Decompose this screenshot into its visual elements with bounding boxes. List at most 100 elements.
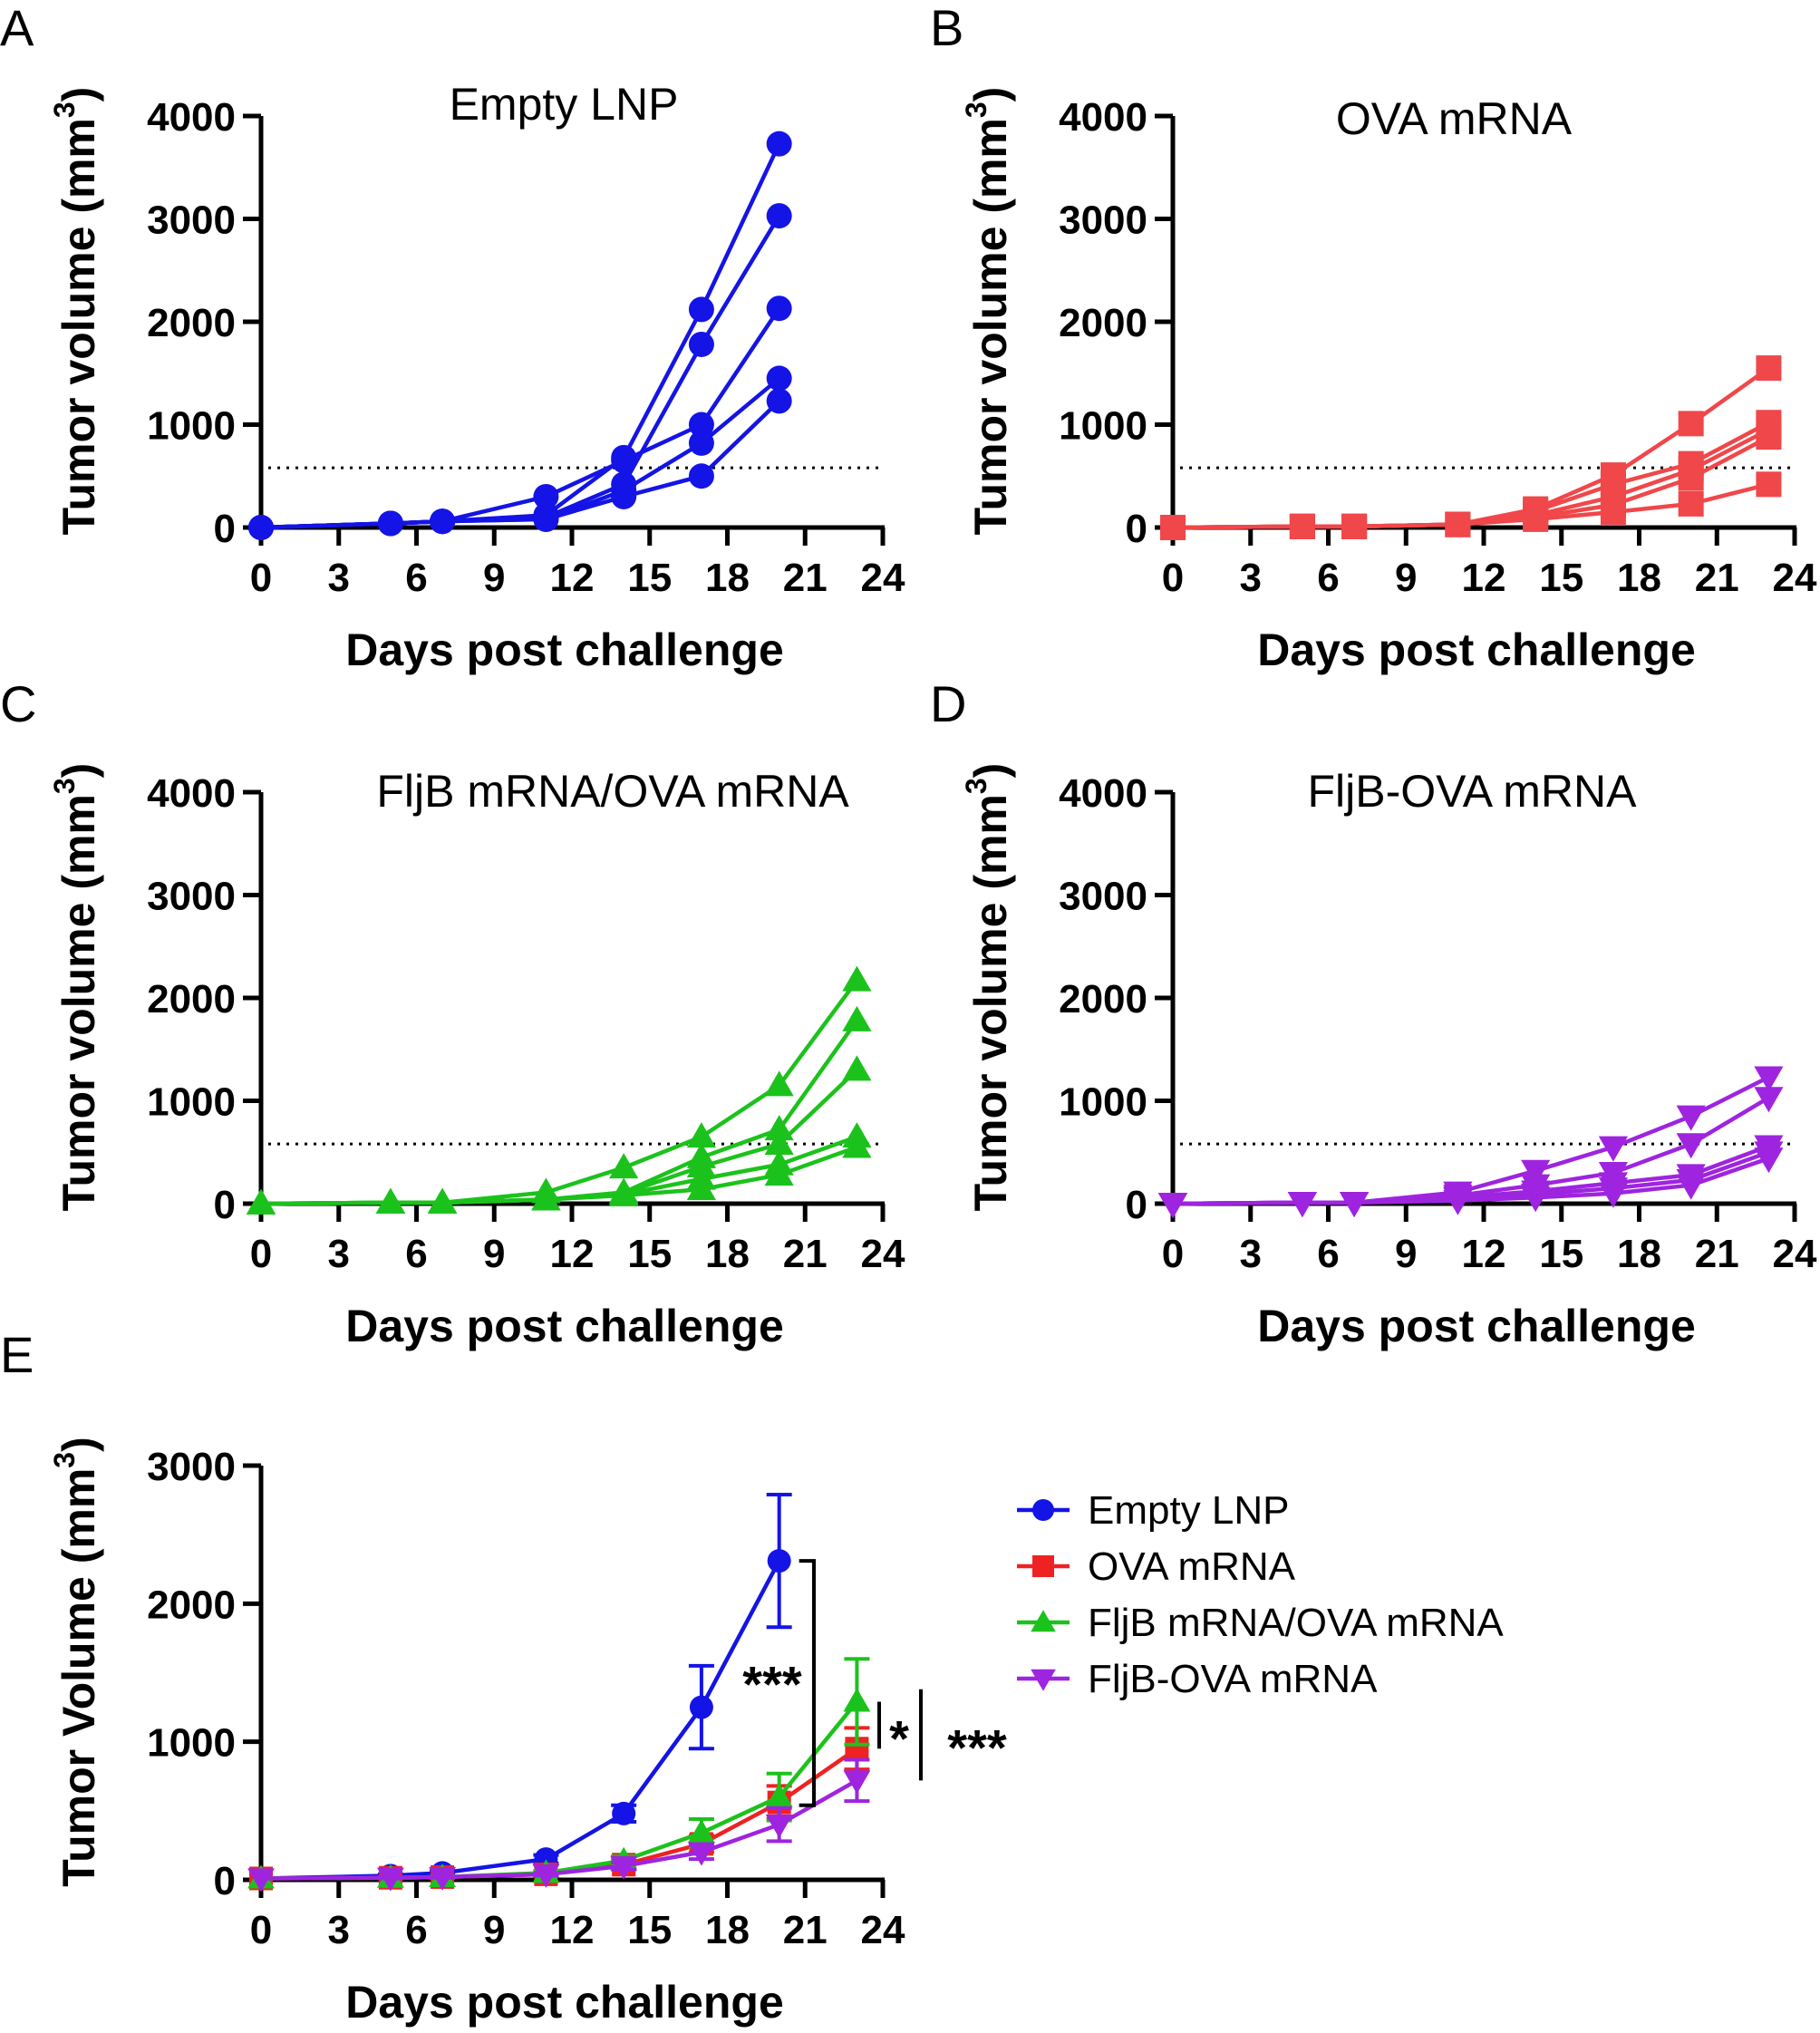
legend-marker xyxy=(1032,1499,1054,1521)
series-line xyxy=(260,1145,858,1206)
data-point xyxy=(686,1122,717,1148)
data-point xyxy=(688,463,714,489)
y-tick-label: 0 xyxy=(1126,1183,1147,1227)
data-point xyxy=(842,1005,872,1031)
data-point xyxy=(1600,499,1626,525)
data-point xyxy=(766,295,792,322)
x-tick-label: 9 xyxy=(483,556,505,600)
data-point xyxy=(1341,513,1368,539)
x-tick-label: 9 xyxy=(483,1908,505,1952)
data-point xyxy=(1523,506,1549,532)
x-tick-label: 21 xyxy=(1695,556,1739,600)
data-point xyxy=(1678,411,1704,437)
series-4 xyxy=(246,1132,872,1215)
panel-c: C FljB mRNA/OVA mRNA 0 3 6 9 12 15 18 21 24 0 1000 20… xyxy=(0,675,905,1351)
y-tick-label: 3000 xyxy=(147,198,236,243)
x-tick-label: 24 xyxy=(1773,1232,1817,1276)
y-axis-label-close: ) xyxy=(53,763,104,779)
data-point xyxy=(429,1866,457,1891)
data-point xyxy=(533,483,559,509)
y-tick-label: 3000 xyxy=(147,1445,236,1489)
x-tick-label: 0 xyxy=(250,1232,272,1276)
series-4 xyxy=(248,388,792,540)
panel-d: D FljB-OVA mRNA 0 3 6 9 12 15 18 21 24 0 1000 2000 300… xyxy=(930,675,1817,1351)
data-point xyxy=(688,296,714,323)
data-point xyxy=(688,430,714,456)
x-tick-label: 3 xyxy=(1240,1232,1262,1276)
y-axis-label: Tumor Volume (mm3) xyxy=(48,1437,104,1887)
data-point xyxy=(248,515,274,540)
panel-letter: A xyxy=(0,0,34,56)
y-axis-label-superscript: 3 xyxy=(48,1452,81,1468)
y-tick-label: 2000 xyxy=(147,1583,236,1627)
x-tick-label: 15 xyxy=(1539,1232,1583,1276)
significance-label: *** xyxy=(742,1655,802,1712)
data-point xyxy=(1160,515,1186,540)
y-tick-label: 3000 xyxy=(1059,198,1147,243)
data-point xyxy=(531,1185,561,1211)
data-point xyxy=(1754,1087,1784,1113)
x-tick-label: 3 xyxy=(328,1908,350,1952)
data-point xyxy=(609,1153,639,1179)
y-tick-label: 1000 xyxy=(147,1721,236,1766)
legend: Empty LNP OVA mRNA FljB mRNA/OVA mRNA FljB-… xyxy=(1017,1488,1504,1701)
y-tick-label: 0 xyxy=(214,1859,236,1903)
y-axis-label-text: Tumor volume (mm xyxy=(965,118,1016,535)
y-axis-label-close: ) xyxy=(53,87,104,102)
legend-label: Empty LNP xyxy=(1088,1488,1290,1533)
y-axis-label: Tumor volume (mm3) xyxy=(960,87,1016,536)
data-point xyxy=(764,1160,794,1186)
x-tick-label: 15 xyxy=(627,1232,672,1276)
data-point xyxy=(377,510,403,537)
x-tick-label: 18 xyxy=(705,1908,750,1952)
series-3 xyxy=(248,365,792,540)
y-tick-label: 3000 xyxy=(1059,875,1147,919)
series-1 xyxy=(248,203,792,540)
y-axis-label-superscript: 3 xyxy=(960,102,992,118)
data-point xyxy=(1676,1105,1706,1131)
y-tick-label: 1000 xyxy=(1059,1080,1147,1125)
data-point xyxy=(688,331,714,357)
x-tick-label: 15 xyxy=(627,556,672,600)
x-tick-label: 6 xyxy=(405,1908,427,1952)
data-point xyxy=(766,365,792,392)
x-tick-label: 6 xyxy=(1317,1232,1339,1276)
panel-letter: B xyxy=(930,0,963,56)
data-point xyxy=(1678,490,1704,517)
x-tick-label: 15 xyxy=(1539,556,1583,600)
x-tick-label: 21 xyxy=(783,556,828,600)
x-tick-label: 12 xyxy=(550,1908,595,1952)
y-axis-label-text: Tumor volume (mm xyxy=(53,794,104,1211)
series-3 xyxy=(247,1757,871,1893)
x-tick-label: 0 xyxy=(250,1908,272,1952)
data-point xyxy=(1756,424,1782,450)
data-point xyxy=(533,506,559,532)
y-tick-label: 0 xyxy=(214,507,236,551)
x-tick-label: 9 xyxy=(483,1232,505,1276)
y-tick-label: 4000 xyxy=(1059,95,1147,140)
data-point xyxy=(686,1175,717,1201)
y-tick-label: 1000 xyxy=(1059,404,1147,449)
x-tick-label: 15 xyxy=(627,1908,672,1952)
data-point xyxy=(842,965,872,992)
data-point xyxy=(1289,513,1315,539)
data-point xyxy=(427,1187,458,1214)
x-axis-label: Days post challenge xyxy=(345,624,784,675)
y-axis-label-text: Tumor Volume (mm xyxy=(53,1468,104,1887)
y-tick-label: 1000 xyxy=(147,404,236,449)
y-axis-label: Tumor volume (mm3) xyxy=(48,763,104,1212)
data-point xyxy=(764,1070,794,1097)
y-axis-label-superscript: 3 xyxy=(48,778,81,794)
series-4 xyxy=(1160,471,1782,540)
x-tick-label: 3 xyxy=(328,556,350,600)
data-point xyxy=(612,1801,636,1825)
data-point xyxy=(376,1867,404,1892)
data-point xyxy=(766,131,792,157)
data-point xyxy=(611,448,637,474)
x-tick-label: 12 xyxy=(550,1232,595,1276)
series-4 xyxy=(1157,1147,1784,1219)
y-axis-label-superscript: 3 xyxy=(960,778,992,794)
series-line xyxy=(1172,1156,1770,1206)
y-tick-label: 4000 xyxy=(1059,771,1147,816)
x-axis-label: Days post challenge xyxy=(345,1301,784,1351)
